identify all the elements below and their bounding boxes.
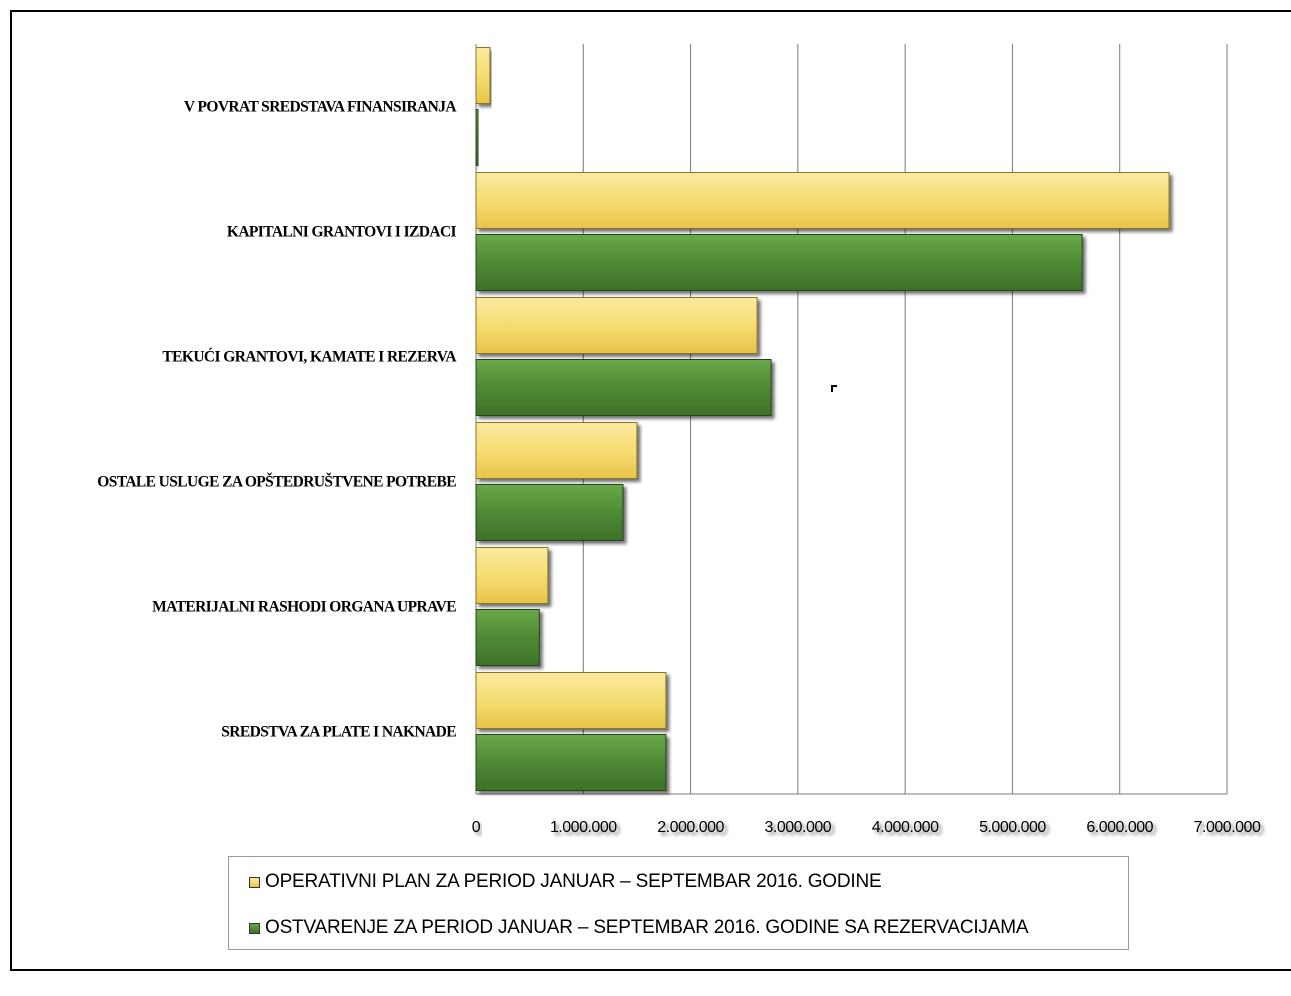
x-tick-label: 7.000.000 xyxy=(1194,819,1261,836)
x-tick-label: 4.000.000 xyxy=(872,819,939,836)
x-tick-label: 0 xyxy=(472,819,481,836)
x-axis-ticks: 0 1.000.000 2.000.000 3.000.000 4.000.000 5.0… xyxy=(472,819,1262,836)
stray-mark xyxy=(831,385,837,392)
bars xyxy=(475,47,1170,791)
category-label: V POVRAT SREDSTAVA FINANSIRANJA xyxy=(184,99,457,116)
x-tick-label: 3.000.000 xyxy=(765,819,832,836)
legend-item-actual: OSTVARENJE ZA PERIOD JANUAR – SEPTEMBAR … xyxy=(249,917,1028,939)
bar-plan xyxy=(475,672,667,729)
category-label: SREDSTVA ZA PLATE I NAKNADE xyxy=(221,724,456,741)
bar-plan xyxy=(475,47,491,104)
bar-plan xyxy=(475,547,549,604)
legend-label-plan: OPERATIVNI PLAN ZA PERIOD JANUAR – SEPTE… xyxy=(265,871,882,892)
x-tick-label: 1.000.000 xyxy=(550,819,617,836)
bar-actual xyxy=(475,734,667,791)
category-label: OSTALE USLUGE ZA OPŠTEDRUŠTVENE POTREBE xyxy=(97,474,456,491)
bar-actual xyxy=(475,359,772,416)
bar-actual xyxy=(475,609,540,666)
legend-swatch-plan xyxy=(249,876,260,888)
category-label: KAPITALNI GRANTOVI I IZDACI xyxy=(227,224,457,241)
bar-actual xyxy=(475,234,1083,291)
bar-plan xyxy=(475,422,638,479)
chart-frame xyxy=(10,10,1291,971)
bar-actual xyxy=(475,484,624,541)
x-tick-label: 6.000.000 xyxy=(1086,819,1153,836)
category-label: MATERIJALNI RASHODI ORGANA UPRAVE xyxy=(152,599,456,616)
x-tick-label: 2.000.000 xyxy=(657,819,724,836)
bar-chart: V POVRAT SREDSTAVA FINANSIRANJA KAPITALNI… xyxy=(97,44,1262,836)
bar-actual xyxy=(475,109,479,166)
bar-plan xyxy=(475,297,758,354)
legend-swatch-actual xyxy=(249,922,260,934)
category-labels: V POVRAT SREDSTAVA FINANSIRANJA KAPITALNI… xyxy=(97,99,458,741)
x-tick-label: 5.000.000 xyxy=(979,819,1046,836)
gridlines xyxy=(475,44,1228,795)
legend-item-plan: OPERATIVNI PLAN ZA PERIOD JANUAR – SEPTE… xyxy=(249,871,882,893)
category-label: TEKUĆI GRANTOVI, KAMATE I REZERVA xyxy=(162,349,457,366)
legend: OPERATIVNI PLAN ZA PERIOD JANUAR – SEPTE… xyxy=(228,856,1129,950)
legend-label-actual: OSTVARENJE ZA PERIOD JANUAR – SEPTEMBAR … xyxy=(265,917,1029,938)
bar-plan xyxy=(475,172,1170,229)
